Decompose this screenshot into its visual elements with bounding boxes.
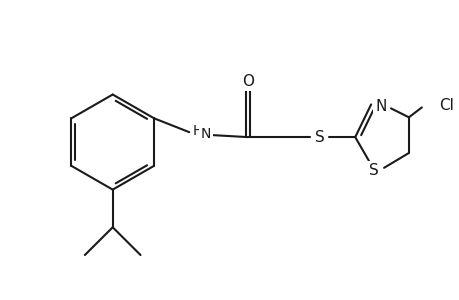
Text: H: H [193, 124, 203, 138]
Text: N: N [201, 127, 211, 141]
Text: O: O [241, 74, 253, 89]
Text: N: N [375, 99, 386, 114]
Text: Cl: Cl [438, 98, 453, 113]
Text: S: S [369, 163, 378, 178]
Text: S: S [314, 130, 324, 145]
